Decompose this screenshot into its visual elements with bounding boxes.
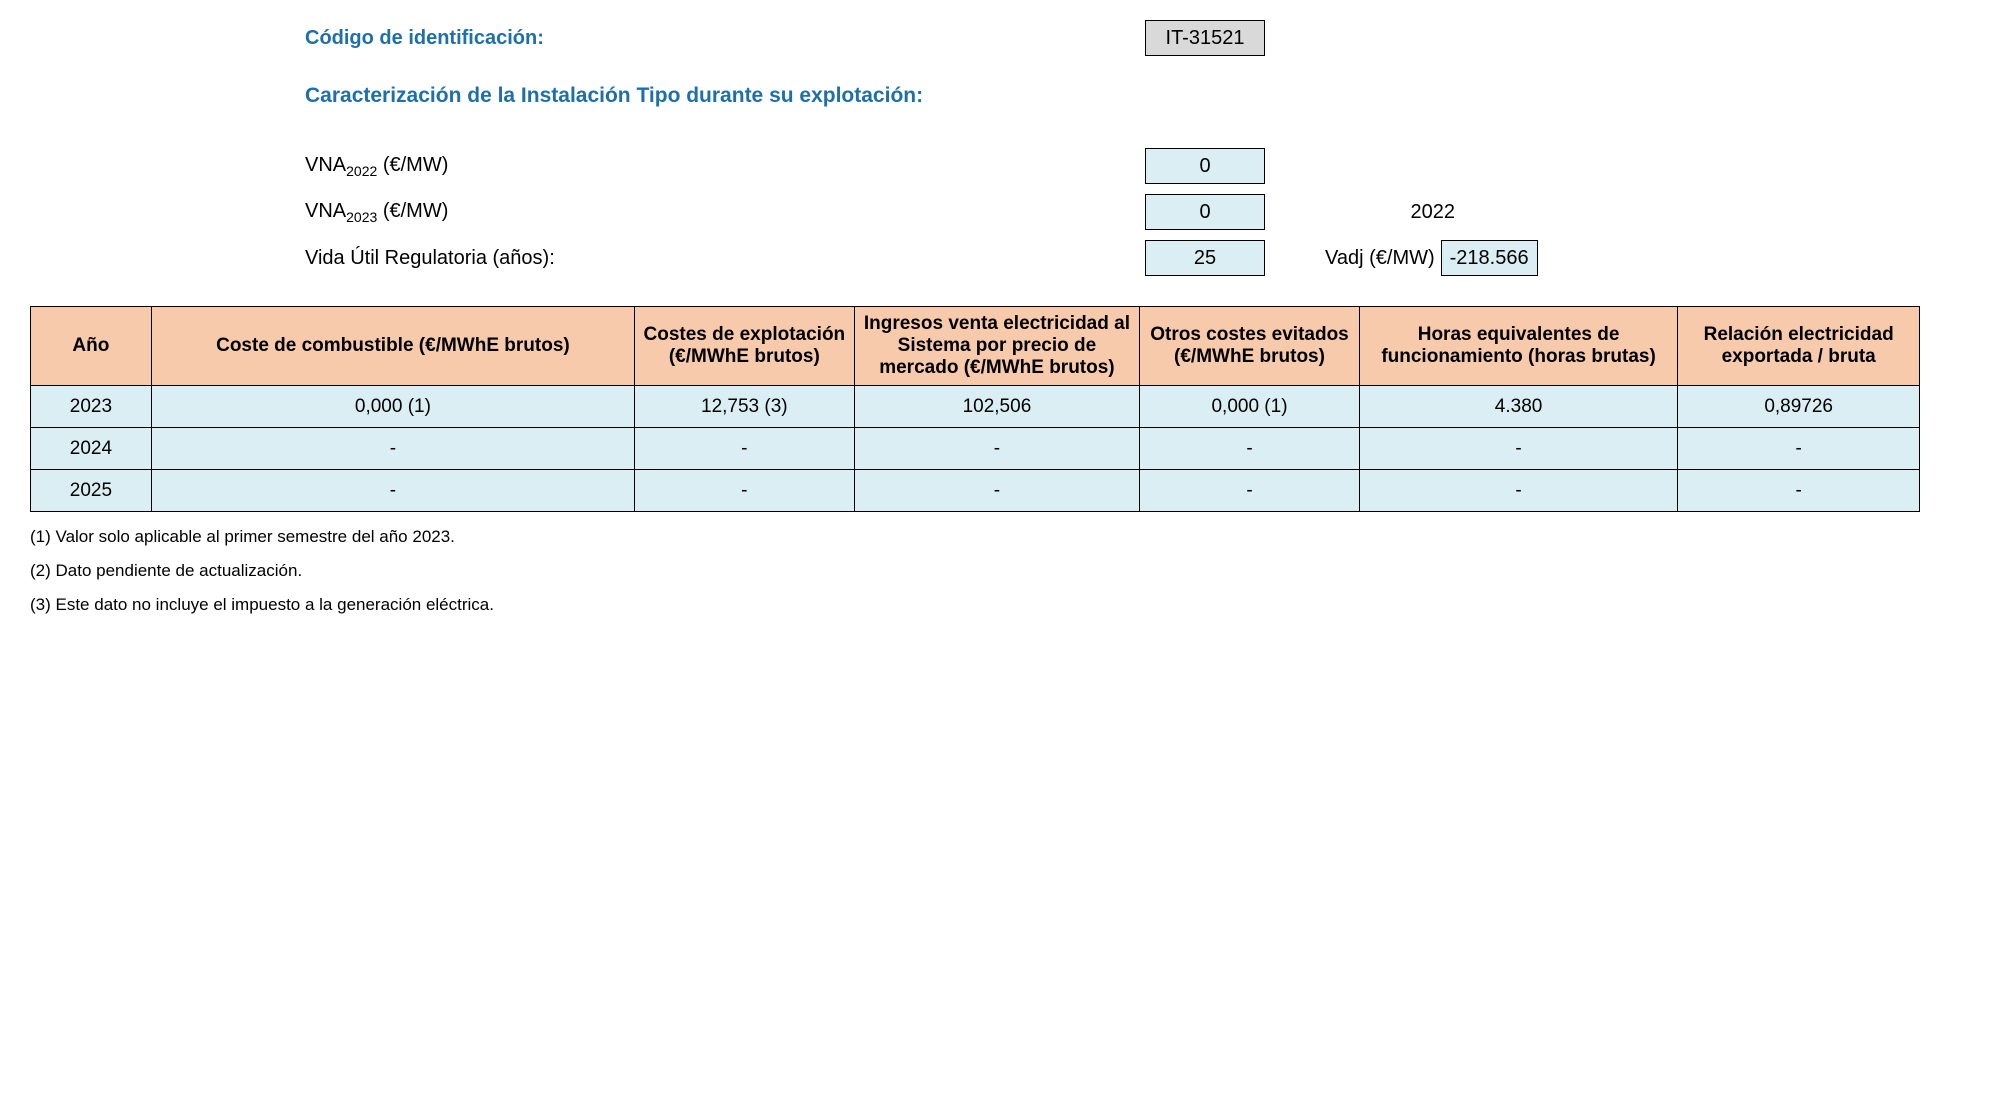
cell: -	[854, 428, 1140, 470]
cell: 2025	[31, 470, 152, 512]
table-row: 2024 - - - - - -	[31, 428, 1920, 470]
caracterizacion-heading: Caracterización de la Instalación Tipo d…	[305, 84, 923, 108]
vna2023-pre: VNA	[305, 200, 346, 222]
vna2022-pre: VNA	[305, 154, 346, 176]
cell: 102,506	[854, 386, 1140, 428]
cell: -	[1140, 470, 1360, 512]
codigo-label: Código de identificación:	[305, 27, 1145, 50]
cell: -	[854, 470, 1140, 512]
vna2023-sub: 2023	[346, 209, 377, 225]
col-relacion: Relación electricidad exportada / bruta	[1678, 307, 1920, 386]
cell: 2023	[31, 386, 152, 428]
vna2023-value: 0	[1145, 194, 1265, 230]
footnote: (1) Valor solo aplicable al primer semes…	[30, 527, 1970, 547]
cell: -	[635, 428, 855, 470]
vadj-value: -218.566	[1441, 240, 1538, 276]
col-horas: Horas equivalentes de funcionamiento (ho…	[1359, 307, 1677, 386]
col-ano: Año	[31, 307, 152, 386]
vna2022-value: 0	[1145, 148, 1265, 184]
col-otros: Otros costes evitados (€/MWhE brutos)	[1140, 307, 1360, 386]
data-table: Año Coste de combustible (€/MWhE brutos)…	[30, 306, 1920, 512]
vna2022-sub: 2022	[346, 163, 377, 179]
info-block: Código de identificación: IT-31521 Carac…	[305, 20, 1970, 276]
year-side-value: 2022	[1325, 201, 1455, 224]
vna2023-label: VNA2023 (€/MW)	[305, 200, 1145, 225]
cell: -	[1678, 470, 1920, 512]
cell: 12,753 (3)	[635, 386, 855, 428]
footnote: (2) Dato pendiente de actualización.	[30, 561, 1970, 581]
codigo-value: IT-31521	[1145, 20, 1265, 56]
vna2022-post: (€/MW)	[377, 154, 448, 176]
col-ingresos: Ingresos venta electricidad al Sistema p…	[854, 307, 1140, 386]
cell: 2024	[31, 428, 152, 470]
vadj-block: Vadj (€/MW) -218.566	[1325, 240, 1538, 276]
cell: -	[151, 470, 634, 512]
cell: -	[1140, 428, 1360, 470]
footnotes: (1) Valor solo aplicable al primer semes…	[30, 527, 1970, 615]
cell: -	[1678, 428, 1920, 470]
table-row: 2023 0,000 (1) 12,753 (3) 102,506 0,000 …	[31, 386, 1920, 428]
vadj-label: Vadj (€/MW)	[1325, 247, 1435, 270]
vida-value: 25	[1145, 240, 1265, 276]
table-body: 2023 0,000 (1) 12,753 (3) 102,506 0,000 …	[31, 386, 1920, 512]
col-explotacion: Costes de explotación (€/MWhE brutos)	[635, 307, 855, 386]
cell: 0,000 (1)	[1140, 386, 1360, 428]
year-side: 2022	[1325, 201, 1455, 224]
vna2023-post: (€/MW)	[377, 200, 448, 222]
cell: 0,89726	[1678, 386, 1920, 428]
cell: 0,000 (1)	[151, 386, 634, 428]
cell: -	[151, 428, 634, 470]
table-header-row: Año Coste de combustible (€/MWhE brutos)…	[31, 307, 1920, 386]
table-row: 2025 - - - - - -	[31, 470, 1920, 512]
cell: 4.380	[1359, 386, 1677, 428]
cell: -	[1359, 428, 1677, 470]
cell: -	[1359, 470, 1677, 512]
cell: -	[635, 470, 855, 512]
col-combustible: Coste de combustible (€/MWhE brutos)	[151, 307, 634, 386]
footnote: (3) Este dato no incluye el impuesto a l…	[30, 595, 1970, 615]
vida-label: Vida Útil Regulatoria (años):	[305, 247, 1145, 270]
vna2022-label: VNA2022 (€/MW)	[305, 154, 1145, 179]
